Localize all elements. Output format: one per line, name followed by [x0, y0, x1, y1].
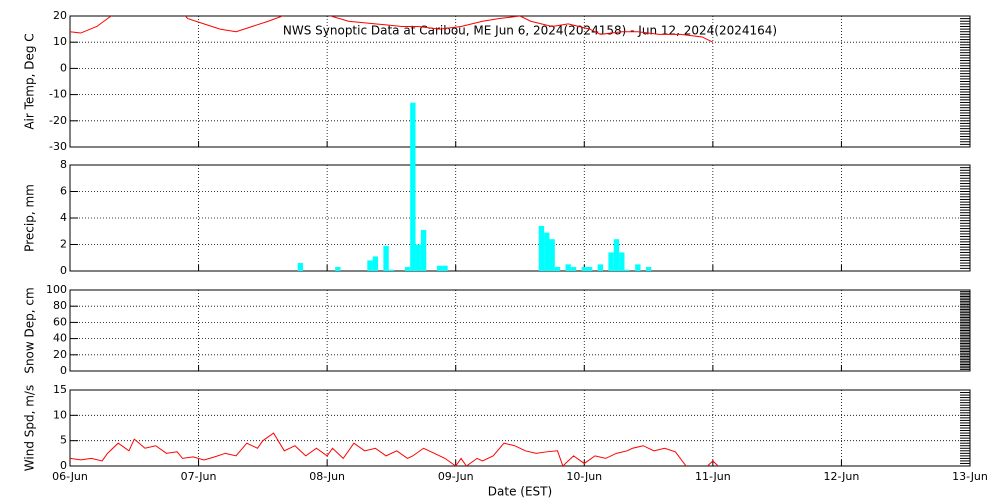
- y-tick-label: 20: [53, 9, 67, 22]
- bar: [608, 252, 614, 271]
- x-tick-label: 10-Jun: [566, 470, 602, 483]
- bar: [619, 252, 625, 271]
- bar: [383, 245, 389, 271]
- y-axis-label: Air Temp, Deg C: [23, 33, 37, 129]
- x-tick-label: 08-Jun: [309, 470, 345, 483]
- y-axis-label: Precip, mm: [23, 184, 37, 252]
- bar: [570, 267, 577, 271]
- bar: [565, 264, 571, 271]
- bar: [635, 264, 641, 271]
- y-tick-label: 100: [46, 283, 67, 296]
- bar: [367, 260, 373, 271]
- y-tick-label: 40: [53, 332, 67, 345]
- bar: [554, 267, 561, 271]
- y-tick-label: 4: [60, 211, 67, 224]
- x-tick-label: 12-Jun: [824, 470, 860, 483]
- y-tick-label: 0: [60, 459, 67, 472]
- bar: [420, 229, 427, 271]
- frame: [69, 289, 971, 372]
- bar: [297, 263, 304, 271]
- bar: [415, 244, 421, 271]
- bar: [436, 265, 443, 271]
- y-tick-label: 2: [60, 238, 67, 251]
- bar: [586, 267, 593, 271]
- bar: [388, 269, 395, 271]
- bar: [613, 239, 620, 271]
- bar: [645, 267, 652, 271]
- y-tick-label: 20: [53, 348, 67, 361]
- bar: [372, 256, 379, 271]
- y-tick-label: 6: [60, 185, 67, 198]
- y-tick-label: -30: [49, 140, 67, 153]
- frame: [69, 389, 971, 467]
- y-tick-label: 0: [60, 364, 67, 377]
- bar: [624, 269, 630, 271]
- bar: [581, 267, 587, 271]
- y-tick-label: 5: [60, 434, 67, 447]
- x-axis-label: Date (EST): [488, 485, 552, 499]
- data-line: [70, 16, 714, 43]
- bar: [335, 267, 341, 271]
- bar: [410, 102, 416, 271]
- bar: [544, 232, 550, 271]
- y-tick-label: 10: [53, 408, 67, 421]
- y-tick-label: 8: [60, 158, 67, 171]
- x-tick-label: 09-Jun: [438, 470, 474, 483]
- y-tick-label: 60: [53, 315, 67, 328]
- bar: [597, 264, 604, 271]
- bar: [549, 239, 555, 271]
- y-tick-label: -10: [49, 88, 67, 101]
- chart-title: NWS Synoptic Data at Caribou, ME Jun 6, …: [283, 24, 777, 38]
- y-tick-label: 10: [53, 35, 67, 48]
- y-tick-label: -20: [49, 114, 67, 127]
- y-tick-label: 15: [53, 383, 67, 396]
- y-tick-label: 0: [60, 61, 67, 74]
- y-tick-label: 80: [53, 299, 67, 312]
- x-tick-label: 11-Jun: [695, 470, 731, 483]
- x-tick-label: 06-Jun: [52, 470, 88, 483]
- bar: [404, 267, 411, 271]
- x-tick-label: 13-Jun: [952, 470, 988, 483]
- bar: [538, 225, 545, 271]
- y-axis-label: Wind Spd, m/s: [23, 385, 37, 471]
- y-tick-label: 0: [60, 264, 67, 277]
- bar: [442, 265, 448, 271]
- y-axis-label: Snow Dep, cm: [23, 287, 37, 373]
- x-tick-label: 07-Jun: [181, 470, 217, 483]
- frame: [69, 164, 971, 272]
- data-line: [70, 432, 719, 466]
